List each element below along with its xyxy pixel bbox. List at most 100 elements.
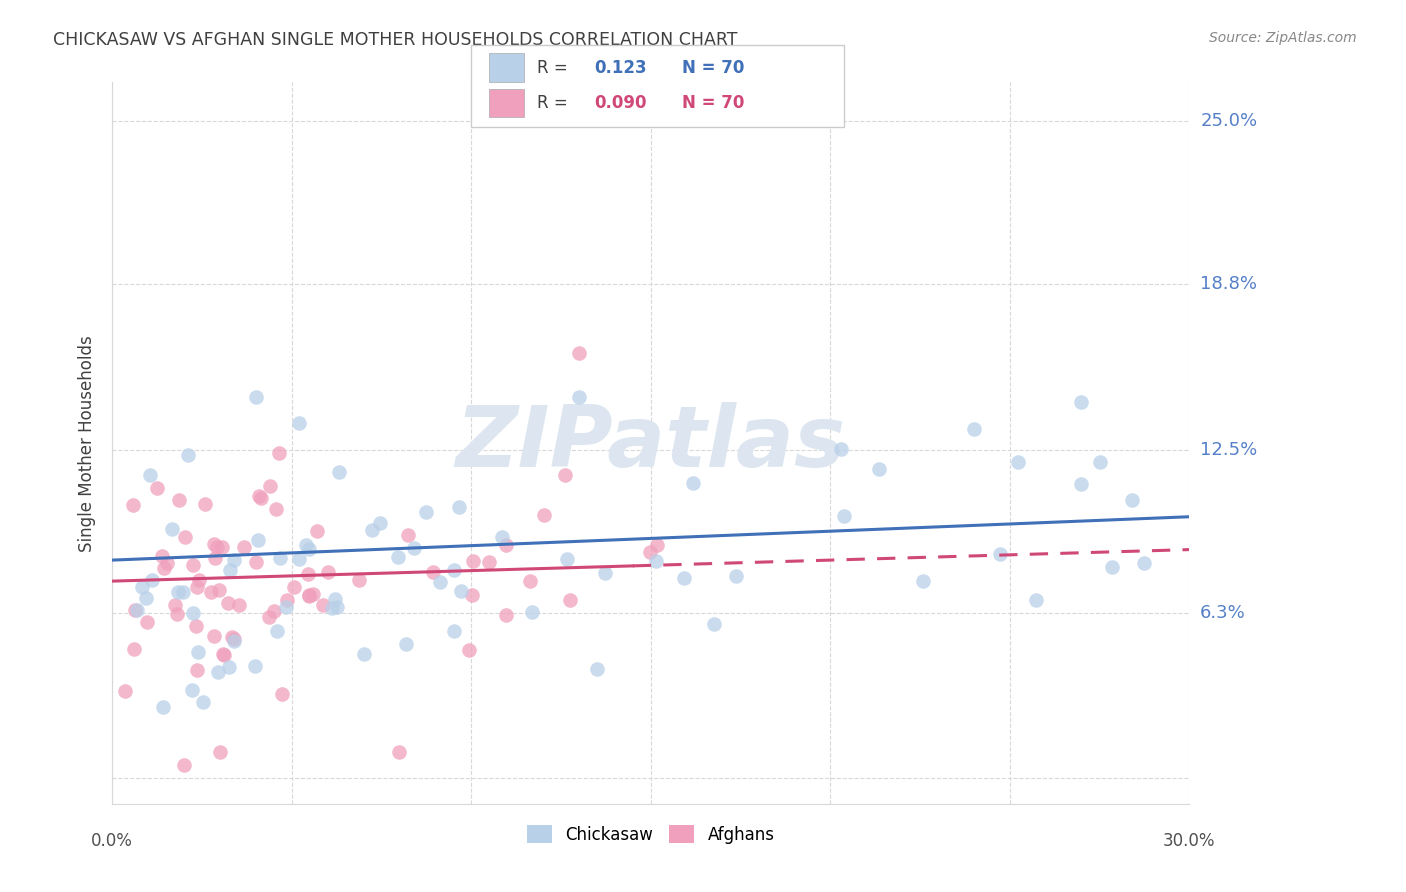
Point — [200, 585, 222, 599]
Bar — [489, 88, 524, 117]
Point — [114, 684, 136, 698]
Point — [283, 580, 305, 594]
Point — [298, 588, 321, 602]
Point — [1088, 455, 1111, 469]
Point — [169, 493, 191, 508]
Point — [302, 587, 325, 601]
Point — [124, 642, 146, 657]
Legend: Chickasaw, Afghans: Chickasaw, Afghans — [520, 819, 782, 850]
Point — [321, 600, 343, 615]
Point — [259, 479, 281, 493]
Point — [205, 541, 228, 555]
Point — [402, 541, 425, 555]
Point — [458, 643, 481, 657]
Point — [312, 598, 335, 612]
Point — [228, 598, 250, 612]
Point — [593, 566, 616, 580]
Point — [152, 699, 174, 714]
Point — [672, 571, 695, 585]
Point — [307, 524, 329, 539]
Point — [461, 554, 484, 568]
Point — [245, 555, 267, 569]
Point — [495, 607, 517, 622]
Point — [139, 468, 162, 483]
Text: 0.0%: 0.0% — [91, 832, 134, 850]
Point — [568, 390, 591, 404]
Text: 30.0%: 30.0% — [1163, 832, 1215, 850]
Point — [495, 538, 517, 552]
Point — [181, 682, 204, 697]
Point — [449, 500, 471, 514]
Point — [263, 604, 285, 618]
Text: 0.123: 0.123 — [595, 59, 647, 77]
Point — [136, 615, 159, 629]
Point — [963, 422, 986, 436]
Point — [135, 591, 157, 606]
Point — [207, 665, 229, 679]
Text: ZIPatlas: ZIPatlas — [456, 401, 846, 484]
Point — [212, 648, 235, 662]
Point — [156, 557, 179, 571]
Point — [247, 489, 270, 503]
Point — [703, 617, 725, 632]
Text: 18.8%: 18.8% — [1201, 276, 1257, 293]
Point — [221, 630, 243, 644]
Text: 12.5%: 12.5% — [1201, 441, 1257, 458]
Point — [555, 552, 578, 566]
Point — [491, 530, 513, 544]
Point — [233, 541, 256, 555]
Point — [388, 745, 411, 759]
Point — [429, 574, 451, 589]
Point — [638, 545, 661, 559]
Point — [270, 687, 292, 701]
Point — [217, 596, 239, 610]
Text: R =: R = — [537, 59, 567, 77]
Point — [184, 618, 207, 632]
Point — [181, 607, 204, 621]
Point — [245, 390, 267, 404]
Point — [294, 538, 316, 552]
Point — [353, 647, 375, 661]
Point — [387, 550, 409, 565]
Point — [682, 476, 704, 491]
Point — [204, 550, 226, 565]
Point — [988, 548, 1011, 562]
Point — [1070, 395, 1092, 409]
Point — [266, 624, 288, 639]
Point — [173, 758, 195, 772]
Point — [415, 505, 437, 519]
Point — [191, 694, 214, 708]
Text: 6.3%: 6.3% — [1201, 604, 1246, 622]
Point — [166, 607, 188, 622]
Point — [127, 603, 149, 617]
Point — [124, 602, 146, 616]
Point — [218, 563, 240, 577]
Point — [150, 549, 173, 563]
Text: 0.090: 0.090 — [595, 94, 647, 112]
Text: R =: R = — [537, 94, 567, 112]
Point — [257, 610, 280, 624]
Point — [131, 580, 153, 594]
Point — [122, 498, 145, 512]
Point — [173, 530, 195, 544]
Point — [166, 585, 188, 599]
Point — [568, 345, 591, 359]
Point — [868, 461, 890, 475]
Point — [187, 573, 209, 587]
Point — [450, 584, 472, 599]
Point — [832, 508, 855, 523]
Point — [1070, 477, 1092, 491]
Point — [172, 585, 194, 599]
Point — [243, 659, 266, 673]
Point — [347, 574, 370, 588]
Text: Source: ZipAtlas.com: Source: ZipAtlas.com — [1209, 31, 1357, 45]
Point — [1025, 592, 1047, 607]
Point — [165, 598, 187, 612]
Point — [323, 591, 346, 606]
Point — [160, 522, 183, 536]
Point — [297, 567, 319, 582]
Text: N = 70: N = 70 — [682, 59, 744, 77]
Point — [146, 482, 169, 496]
Point — [645, 538, 668, 552]
Point — [422, 565, 444, 579]
